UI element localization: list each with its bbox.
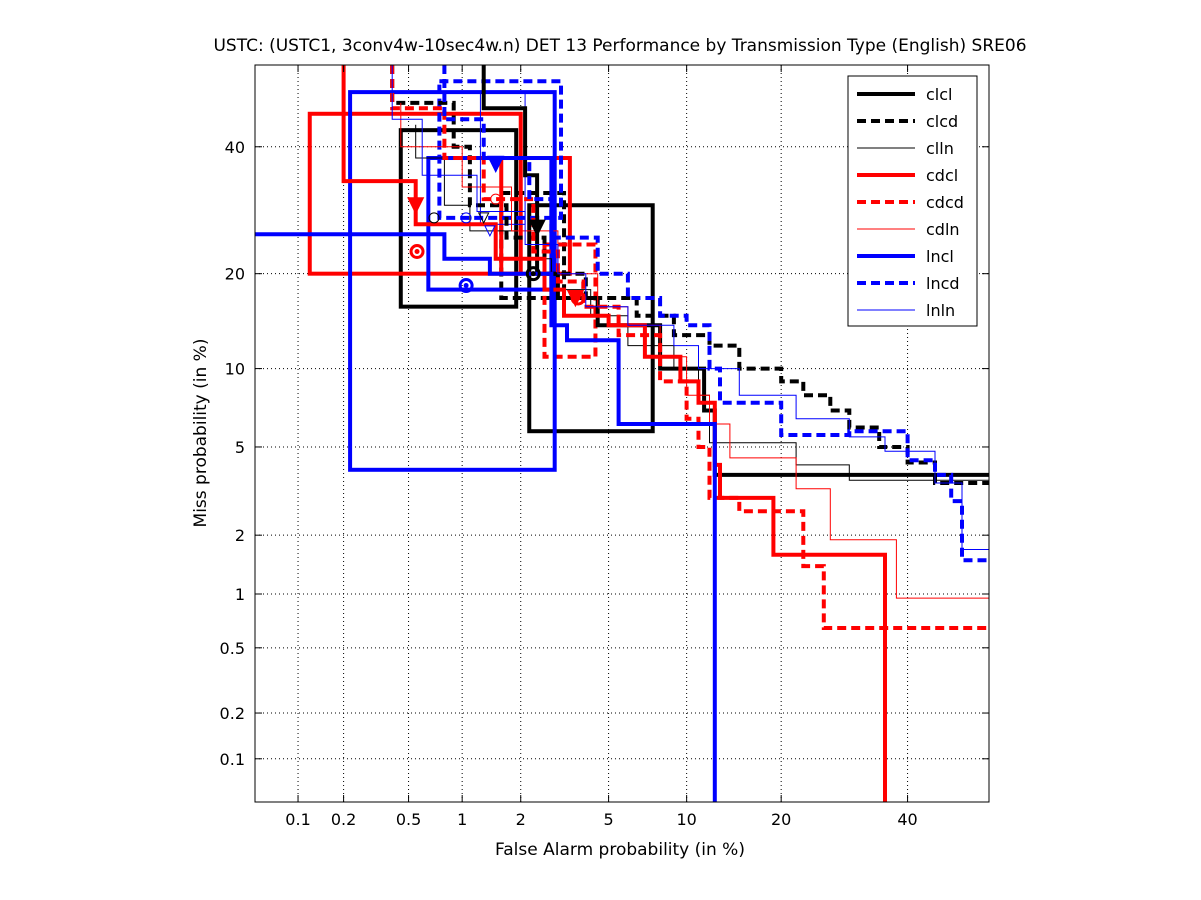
marker-dot xyxy=(463,283,469,289)
actual-dcf-marker-clcl xyxy=(525,266,541,282)
x-tick-label: 5 xyxy=(603,810,613,829)
min-dcf-marker-cdcd xyxy=(566,289,585,308)
x-tick-label: 2 xyxy=(516,810,526,829)
confidence-box-clcl xyxy=(398,128,519,309)
x-tick-label: 0.1 xyxy=(285,810,310,829)
legend-label: cdcd xyxy=(926,193,964,212)
legend-label: clcd xyxy=(926,112,958,131)
x-axis-ticks: 0.1 0.2 0.5 1 2 5 10 20 40 xyxy=(285,65,918,829)
y-tick-label: 10 xyxy=(225,360,245,379)
legend-entry-lncd: lncd xyxy=(857,274,960,293)
series-line-cdcl xyxy=(341,65,887,802)
marker-dot xyxy=(414,249,420,255)
confidence-box-cdcl xyxy=(307,111,523,276)
legend-label: lncd xyxy=(926,274,960,293)
legend-label: lnln xyxy=(926,301,955,320)
legend-label: clcl xyxy=(926,85,952,104)
x-tick-label: 40 xyxy=(897,810,917,829)
actual-dcf-marker-cdln xyxy=(490,193,502,205)
actual-dcf-marker-cdcl xyxy=(409,244,425,260)
series-lines xyxy=(255,65,989,802)
plot-axes-frame xyxy=(254,64,990,803)
marker-circle xyxy=(525,266,541,282)
y-tick-label: 2 xyxy=(235,526,245,545)
x-tick-label: 1 xyxy=(457,810,467,829)
legend-entry-cdcd: cdcd xyxy=(857,193,964,212)
confidence-box-lncl xyxy=(348,90,557,472)
marker-dot xyxy=(530,271,536,277)
x-tick-label: 20 xyxy=(771,810,791,829)
x-tick-label: 10 xyxy=(676,810,696,829)
series-line-cdln xyxy=(400,102,989,599)
min-dcf-marker-lnln xyxy=(484,225,496,238)
series-line-lnln xyxy=(391,65,989,550)
actual-dcf-marker-lnln xyxy=(460,212,472,224)
legend-entry-cdln: cdln xyxy=(857,220,960,239)
min-dcf-marker-cdcl xyxy=(407,197,425,215)
y-tick-label: 40 xyxy=(225,138,245,157)
y-tick-label: 0.5 xyxy=(220,639,245,658)
y-tick-label: 5 xyxy=(235,438,245,457)
min-dcf-marker-clcl xyxy=(528,219,546,237)
legend: clcl clcd clln cdcl cdcd cdln lncl lncd lnln xyxy=(847,75,978,327)
legend-entry-clcd: clcd xyxy=(857,112,958,131)
series-line-clcd xyxy=(390,65,989,485)
operating-point-markers xyxy=(407,155,586,308)
marker-circle xyxy=(409,244,425,260)
y-tick-label: 0.1 xyxy=(220,750,245,769)
series-line-lncl xyxy=(255,232,717,802)
legend-box xyxy=(847,75,978,327)
legend-label: clln xyxy=(926,139,954,158)
confidence-box-lncd xyxy=(437,79,564,220)
x-tick-label: 0.5 xyxy=(396,810,421,829)
confidence-box-cdcd xyxy=(542,242,598,359)
legend-entry-lncl: lncl xyxy=(857,247,954,266)
legend-entry-lnln: lnln xyxy=(857,301,955,320)
y-axis-label: Miss probability (in %) xyxy=(191,339,211,528)
y-tick-label: 20 xyxy=(225,265,245,284)
min-dcf-marker-lncl xyxy=(487,155,505,173)
chart-title: USTC: (USTC1, 3conv4w-10sec4w.n) DET 13 … xyxy=(213,36,1026,56)
legend-label: cdcl xyxy=(926,166,958,185)
confidence-box-clcl xyxy=(527,203,655,434)
actual-dcf-marker-clln xyxy=(428,212,440,224)
legend-entry-clcl: clcl xyxy=(857,85,952,104)
min-dcf-marker-clln xyxy=(477,212,490,224)
x-tick-label: 0.2 xyxy=(331,810,356,829)
y-tick-label: 0.2 xyxy=(220,704,245,723)
actual-dcf-marker-lncl xyxy=(458,278,474,294)
x-axis-label: False Alarm probability (in %) xyxy=(495,840,745,860)
legend-entry-clln: clln xyxy=(857,139,954,158)
legend-label: lncl xyxy=(926,247,954,266)
marker-circle xyxy=(490,193,502,205)
marker-circle xyxy=(460,212,472,224)
legend-entry-cdcl: cdcl xyxy=(857,166,958,185)
y-axis-ticks: 0.1 0.2 0.5 1 2 5 10 20 40 xyxy=(220,138,989,769)
marker-circle xyxy=(458,278,474,294)
y-tick-label: 1 xyxy=(235,585,245,604)
marker-circle xyxy=(428,212,440,224)
legend-label: cdln xyxy=(926,220,960,239)
